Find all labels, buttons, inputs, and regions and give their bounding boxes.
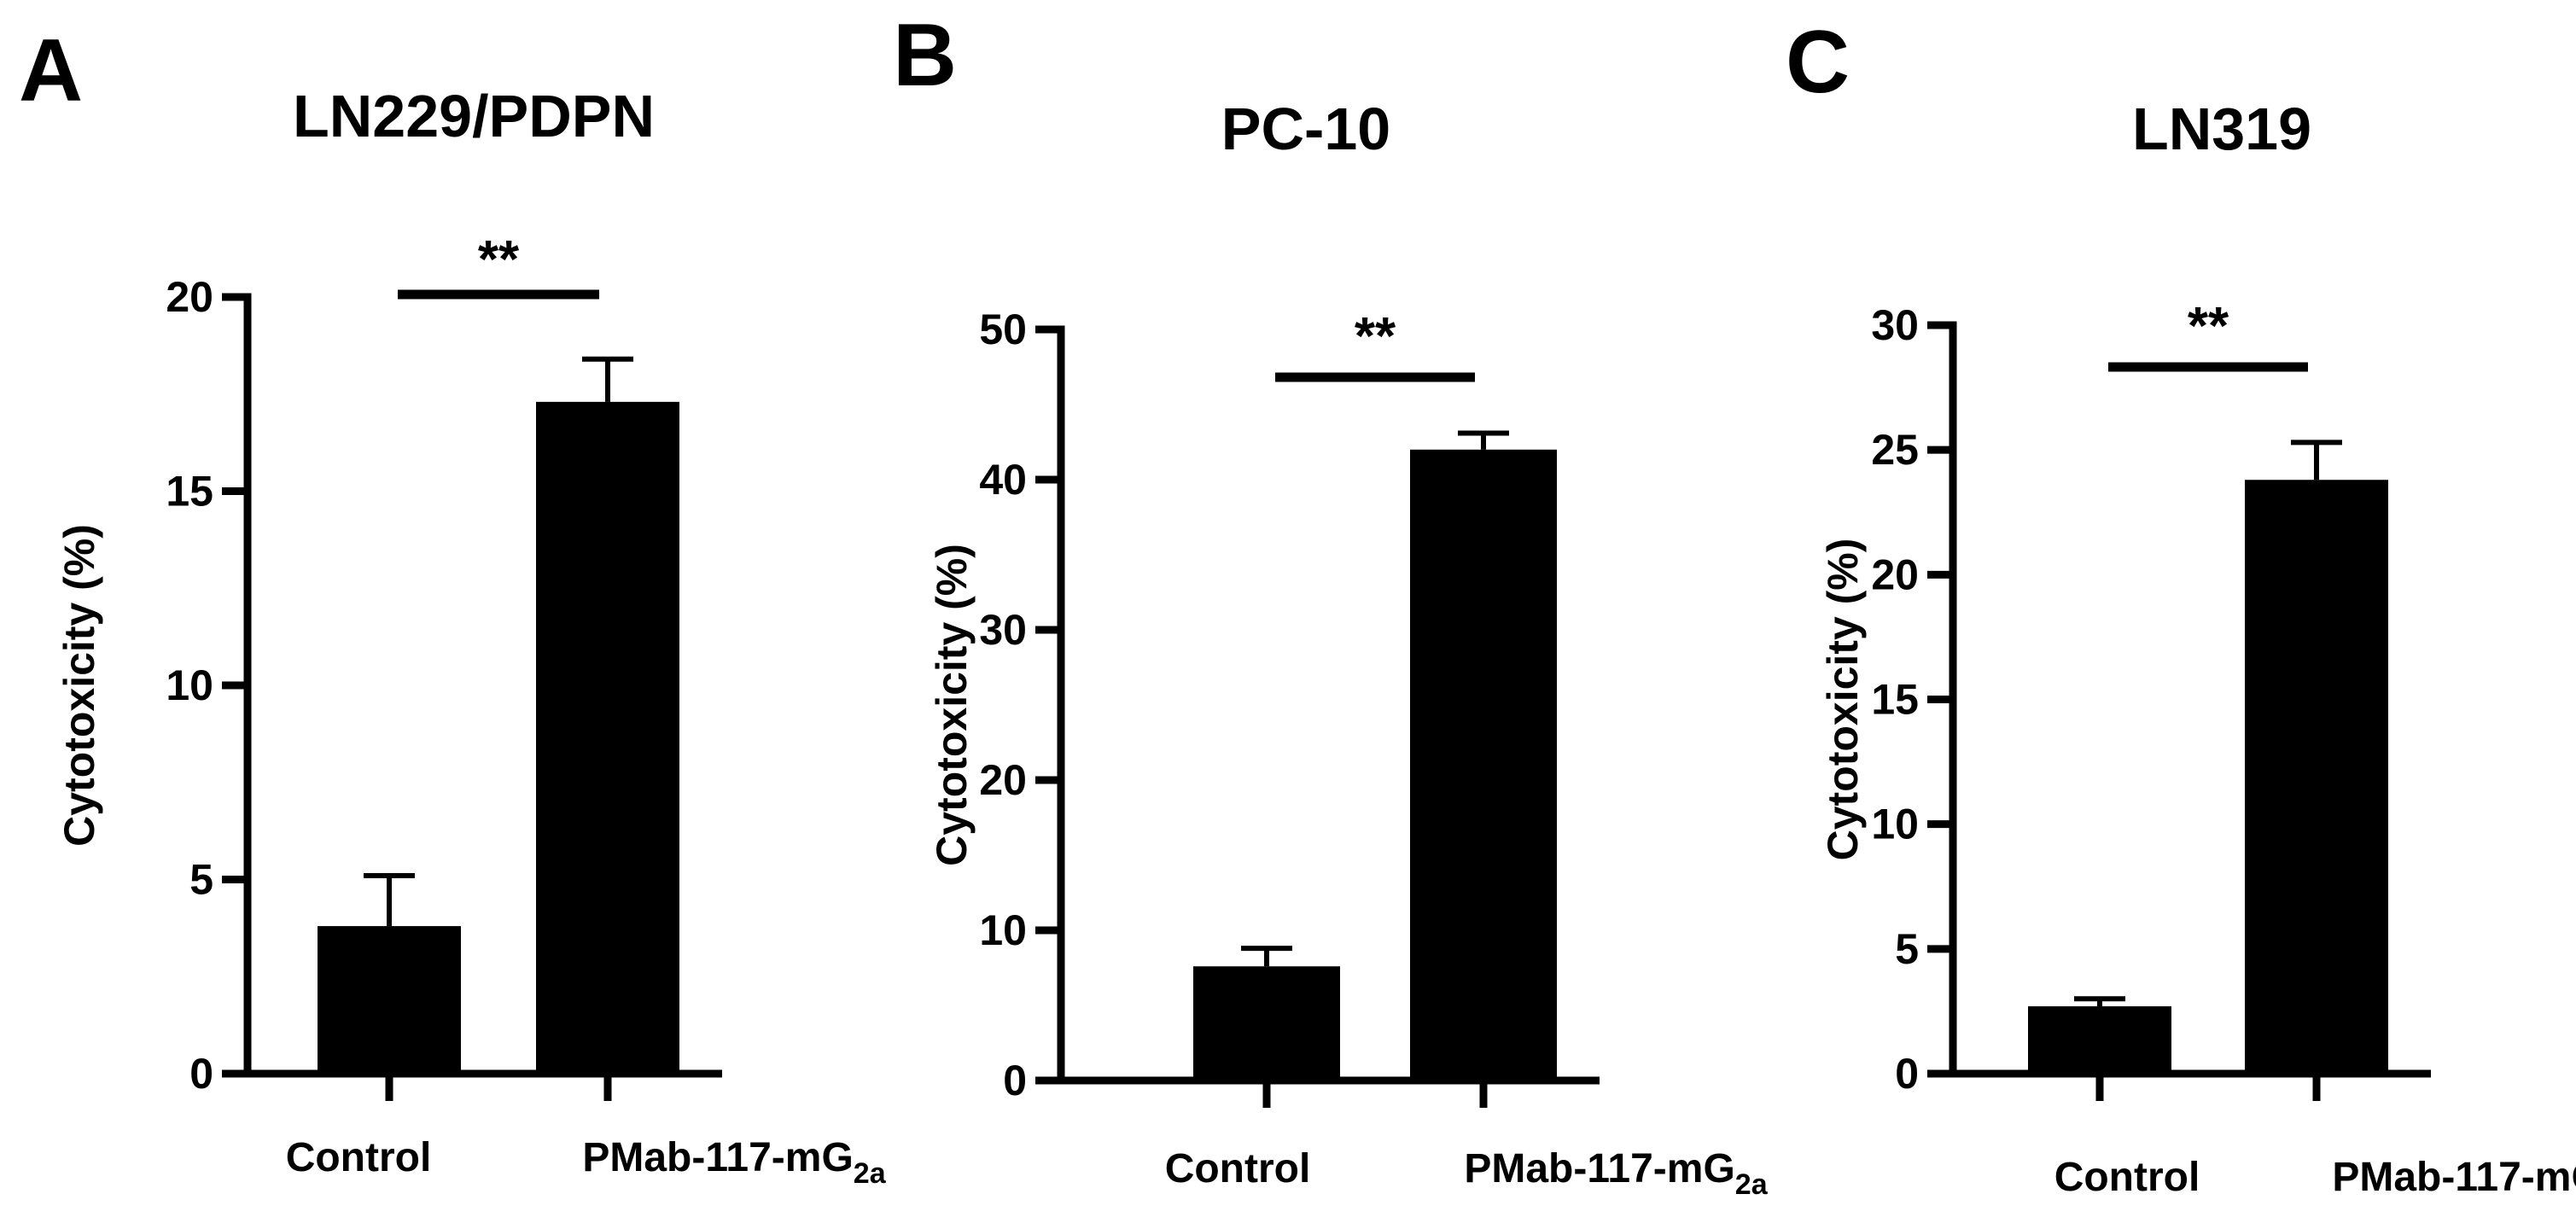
y-tick-label: 50 <box>979 306 1027 353</box>
significance-label: ** <box>478 230 520 289</box>
y-tick-label: 5 <box>189 856 213 904</box>
x-category-label: Control <box>1165 1146 1311 1191</box>
x-category-label: Control <box>286 1135 432 1180</box>
y-tick-label: 15 <box>166 468 213 515</box>
bar-control <box>318 926 461 1074</box>
bar-treatment <box>536 401 679 1075</box>
bar-treatment <box>1410 449 1557 1080</box>
significance-label: ** <box>2188 297 2229 356</box>
y-tick-label: 30 <box>979 606 1027 654</box>
y-axis-label: Cytotoxicity (%) <box>928 544 976 866</box>
y-tick-label: 0 <box>1895 1050 1919 1098</box>
bar-control <box>1193 966 1340 1080</box>
y-tick-label: 20 <box>979 756 1027 804</box>
significance-label: ** <box>1355 307 1396 366</box>
y-tick-label: 10 <box>166 661 213 709</box>
bar-treatment <box>2245 480 2388 1074</box>
panel-c: C LN319 0 5 10 15 20 25 30 Cytotoxicity (%) Contro… <box>1786 13 2576 1209</box>
y-tick-label: 0 <box>189 1050 213 1098</box>
y-tick-label: 15 <box>1871 676 1919 724</box>
y-tick-label: 40 <box>979 456 1027 504</box>
y-tick-label: 0 <box>1003 1057 1027 1104</box>
y-tick-label: 10 <box>979 906 1027 954</box>
x-category-label: Control <box>2054 1155 2200 1200</box>
x-category-label: PMab-117-mG2a <box>2332 1155 2576 1209</box>
panel-letter: C <box>1786 13 1850 112</box>
y-tick-label: 30 <box>1871 301 1919 349</box>
y-tick-label: 25 <box>1871 426 1919 474</box>
chart-title: PC-10 <box>1221 96 1390 162</box>
panel-a: A LN229/PDPN 0 5 10 15 20 Cytotoxicity (%) Contr… <box>19 21 887 1190</box>
bar-control <box>2028 1006 2171 1074</box>
y-tick-label: 20 <box>166 273 213 321</box>
y-axis-label: Cytotoxicity (%) <box>55 524 103 847</box>
panel-letter: A <box>19 21 83 120</box>
y-tick-label: 20 <box>1871 550 1919 598</box>
panel-b: B PC-10 0 10 20 30 40 50 Cytotoxicity (%) Control… <box>893 6 1769 1201</box>
y-tick-label: 10 <box>1871 801 1919 848</box>
y-tick-label: 5 <box>1895 925 1919 973</box>
y-axis-label: Cytotoxicity (%) <box>1819 539 1867 861</box>
panel-letter: B <box>893 6 957 105</box>
x-category-label: PMab-117-mG2a <box>1464 1146 1768 1201</box>
chart-title: LN229/PDPN <box>293 83 655 149</box>
chart-title: LN319 <box>2132 96 2311 162</box>
x-category-label: PMab-117-mG2a <box>582 1135 886 1190</box>
